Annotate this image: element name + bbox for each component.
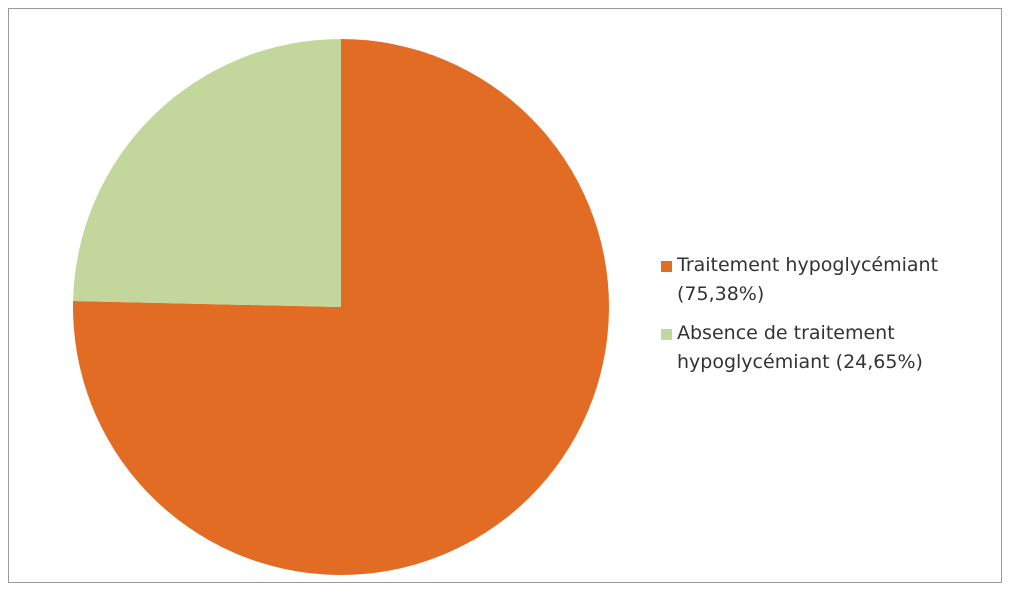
legend-item-traitement: Traitement hypoglycémiant (75,38%): [661, 251, 991, 309]
chart-frame: Traitement hypoglycémiant (75,38%) Absen…: [8, 8, 1002, 583]
legend-swatch-traitement: [661, 261, 672, 272]
pie-slice-1: [73, 39, 341, 307]
legend-label-absence: Absence de traitement hypoglycémiant (24…: [677, 322, 923, 373]
pie-chart: [73, 39, 610, 575]
legend-item-absence: Absence de traitement hypoglycémiant (24…: [661, 319, 991, 377]
pie-slice-0: [73, 39, 610, 575]
legend-swatch-absence: [661, 329, 672, 340]
legend-label-traitement: Traitement hypoglycémiant (75,38%): [677, 254, 939, 305]
chart-legend: Traitement hypoglycémiant (75,38%) Absen…: [661, 251, 991, 387]
